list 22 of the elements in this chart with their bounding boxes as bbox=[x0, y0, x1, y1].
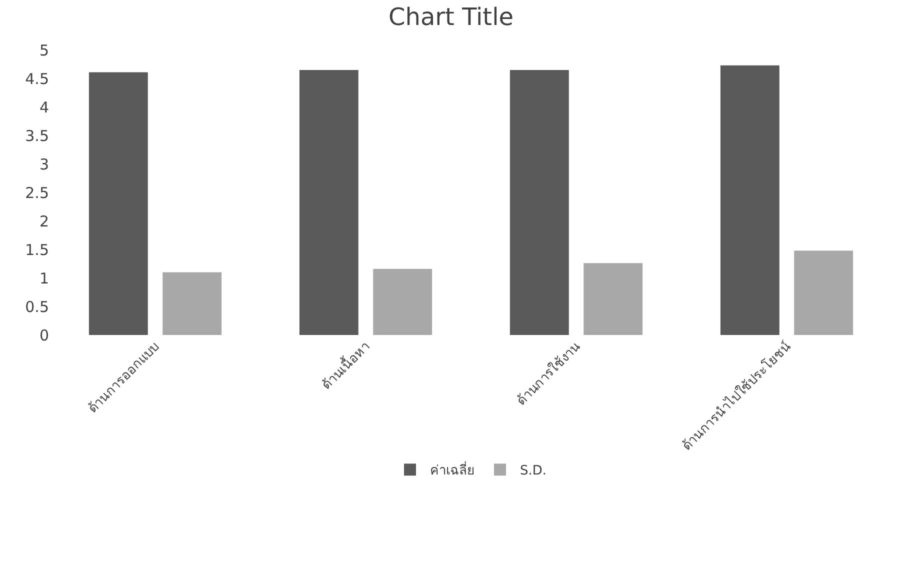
y-tick-label: 1.5 bbox=[25, 240, 49, 259]
bar bbox=[162, 272, 222, 335]
y-tick-label: 4.5 bbox=[25, 70, 49, 88]
y-tick-label: 3.5 bbox=[25, 126, 49, 145]
legend-label: ค่าเฉลี่ย bbox=[430, 462, 475, 479]
bar bbox=[584, 263, 643, 335]
bar bbox=[510, 70, 569, 335]
y-tick-label: 5 bbox=[39, 41, 49, 60]
legend-label: S.D. bbox=[520, 464, 547, 479]
y-tick-label: 2 bbox=[39, 212, 49, 230]
y-tick-label: 1 bbox=[39, 269, 49, 288]
bar bbox=[299, 70, 358, 335]
chart-title: Chart Title bbox=[388, 3, 514, 31]
y-tick-label: 4 bbox=[39, 98, 49, 116]
bar bbox=[720, 65, 780, 335]
bar bbox=[373, 268, 432, 335]
y-tick-label: 2.5 bbox=[25, 184, 49, 202]
bar bbox=[88, 72, 148, 335]
bar bbox=[794, 250, 854, 335]
y-tick-label: 3 bbox=[39, 155, 49, 174]
y-tick-label: 0 bbox=[39, 326, 49, 344]
y-tick-label: 0.5 bbox=[25, 298, 49, 316]
